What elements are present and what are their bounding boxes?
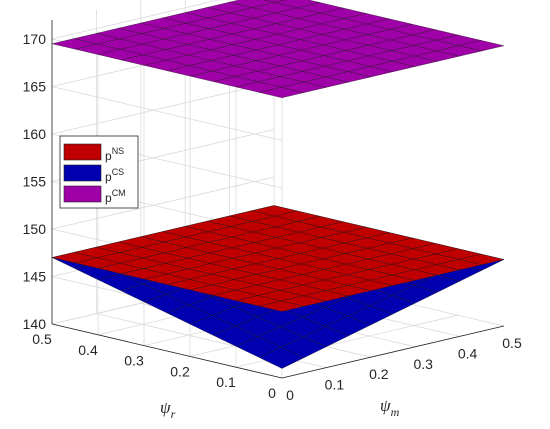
y-axis-label: ψr (160, 398, 176, 421)
surface-cell (263, 0, 286, 3)
y-tick-label: 0.5 (32, 331, 52, 347)
legend-entry-cs: pCS (63, 164, 124, 184)
grid-line-z-right (51, 81, 275, 135)
y-tick-label: 0.1 (216, 374, 236, 390)
y-tick-label: 0.4 (78, 342, 98, 358)
x-tick-label: 0 (286, 387, 294, 403)
legend-swatch-ns (63, 143, 102, 161)
legend-label-cm: pCM (105, 188, 126, 205)
legend-label-ns: pNS (105, 146, 124, 163)
surface-cell (251, 205, 298, 217)
legend: pNS pCS pCM (59, 135, 139, 209)
surface-ns (51, 205, 505, 312)
grid-line-z-right (51, 0, 221, 40)
surface-cell (274, 0, 321, 8)
z-tick-label: 145 (23, 269, 47, 285)
legend-swatch-cs (63, 164, 102, 182)
legend-entry-ns: pNS (63, 143, 124, 163)
grid-line-z-left (51, 86, 283, 141)
x-tick-label: 0.4 (458, 345, 478, 361)
z-tick-label: 165 (23, 79, 47, 95)
x-axis-label: ψm (380, 396, 400, 419)
x-tick-label: 0.1 (325, 377, 345, 393)
legend-swatch-cm (63, 185, 102, 203)
z-tick-label: 155 (23, 174, 47, 190)
tick-labels: 140 145 150 155 160 165 170 0 0.1 0.2 0.3 0.4 0.5 0 0.… (23, 31, 522, 403)
y-tick-label: 0.3 (124, 353, 144, 369)
x-tick-label: 0.5 (502, 335, 522, 351)
y-axis-line (51, 323, 283, 379)
grid-line-z-right (51, 176, 275, 230)
z-tick-label: 140 (23, 316, 47, 332)
x-tick-label: 0.3 (413, 356, 433, 372)
x-tick-label: 0.2 (369, 366, 389, 382)
y-tick-label: 0.2 (170, 363, 190, 379)
z-tick-label: 150 (23, 221, 47, 237)
surface-cell (229, 0, 275, 8)
z-tick-label: 160 (23, 126, 47, 142)
legend-entry-cm: pCM (63, 185, 126, 205)
surfaces (51, 0, 505, 369)
x-axis-line (281, 325, 505, 379)
z-tick-label: 170 (23, 31, 47, 47)
surface-cm (51, 0, 505, 98)
y-tick-label: 0 (268, 385, 276, 401)
legend-label-cs: pCS (105, 167, 124, 184)
